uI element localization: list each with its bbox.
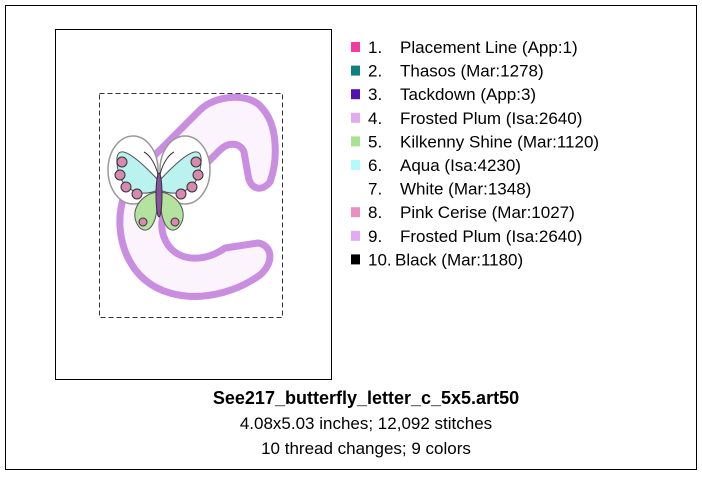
thread-swatch xyxy=(351,230,360,241)
thread-swatch xyxy=(351,136,360,147)
thread-number: 8. xyxy=(368,203,382,222)
thread-name: Black (Mar:1180) xyxy=(395,250,523,269)
letter-c xyxy=(116,93,279,300)
thread-swatch xyxy=(351,89,360,100)
thread-number: 9. xyxy=(368,227,382,246)
thread-number: 1. xyxy=(368,38,382,57)
design-preview xyxy=(99,93,283,318)
thread-name: Frosted Plum (Isa:2640) xyxy=(400,227,582,246)
thread-swatch xyxy=(351,112,360,123)
thread-name: Kilkenny Shine (Mar:1120) xyxy=(400,132,599,151)
file-name: See217_butterfly_letter_c_5x5.art50 xyxy=(213,388,519,408)
thread-number: 10. xyxy=(368,250,392,269)
thread-swatch xyxy=(351,65,360,76)
thread-number: 6. xyxy=(368,156,382,175)
color-info: 10 thread changes; 9 colors xyxy=(261,439,471,458)
thread-swatch xyxy=(351,254,360,265)
thread-number: 2. xyxy=(368,62,382,81)
thread-number: 5. xyxy=(368,132,382,151)
thread-name: Frosted Plum (Isa:2640) xyxy=(400,109,582,128)
thread-number: 3. xyxy=(368,85,382,104)
size-info: 4.08x5.03 inches; 12,092 stitches xyxy=(240,414,492,433)
hoop-outline xyxy=(99,93,283,318)
thread-name: Pink Cerise (Mar:1027) xyxy=(400,203,575,222)
thread-name: Tackdown (App:3) xyxy=(400,85,536,104)
thread-swatch xyxy=(351,160,360,170)
thread-name: Aqua (Isa:4230) xyxy=(400,156,521,175)
thread-number: 7. xyxy=(368,180,382,199)
thread-name: Thasos (Mar:1278) xyxy=(400,62,544,81)
thread-number: 4. xyxy=(368,109,382,128)
thread-swatch xyxy=(351,42,360,52)
preview-frame xyxy=(55,29,332,380)
thread-name: White (Mar:1348) xyxy=(400,180,531,199)
thread-swatch xyxy=(351,207,360,218)
thread-name: Placement Line (App:1) xyxy=(400,38,578,57)
thread-list: 1. Placement Line (App:1) 2. Thasos (Mar:12… xyxy=(351,38,599,269)
butterfly xyxy=(107,135,211,231)
